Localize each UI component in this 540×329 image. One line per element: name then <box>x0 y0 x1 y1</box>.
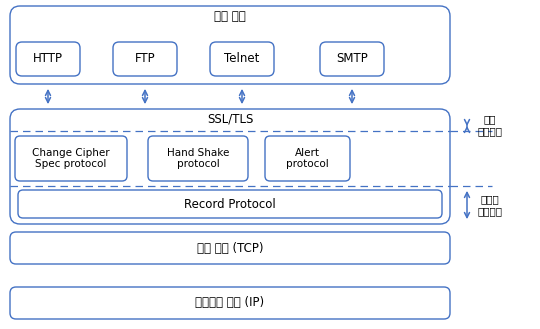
Text: Change Cipher
Spec protocol: Change Cipher Spec protocol <box>32 148 110 169</box>
Text: FTP: FTP <box>134 53 156 65</box>
FancyBboxPatch shape <box>10 232 450 264</box>
FancyBboxPatch shape <box>15 136 127 181</box>
Text: SMTP: SMTP <box>336 53 368 65</box>
Text: Hand Shake
protocol: Hand Shake protocol <box>167 148 229 169</box>
Text: Telnet: Telnet <box>224 53 260 65</box>
FancyBboxPatch shape <box>148 136 248 181</box>
FancyBboxPatch shape <box>16 42 80 76</box>
Text: Record Protocol: Record Protocol <box>184 197 276 211</box>
FancyBboxPatch shape <box>113 42 177 76</box>
FancyBboxPatch shape <box>210 42 274 76</box>
FancyBboxPatch shape <box>10 6 450 84</box>
Text: 제어
프로토콜: 제어 프로토콜 <box>477 114 502 136</box>
Text: 레코드
프로토콜: 레코드 프로토콜 <box>477 194 502 216</box>
Text: HTTP: HTTP <box>33 53 63 65</box>
FancyBboxPatch shape <box>265 136 350 181</box>
FancyBboxPatch shape <box>18 190 442 218</box>
Text: 전송 계층 (TCP): 전송 계층 (TCP) <box>197 241 264 255</box>
Text: 네트워크 계층 (IP): 네트워크 계층 (IP) <box>195 296 265 310</box>
FancyBboxPatch shape <box>10 287 450 319</box>
Text: 응용 계층: 응용 계층 <box>214 10 246 22</box>
Text: SSL/TLS: SSL/TLS <box>207 113 253 125</box>
Text: Alert
protocol: Alert protocol <box>286 148 329 169</box>
FancyBboxPatch shape <box>10 109 450 224</box>
FancyBboxPatch shape <box>320 42 384 76</box>
